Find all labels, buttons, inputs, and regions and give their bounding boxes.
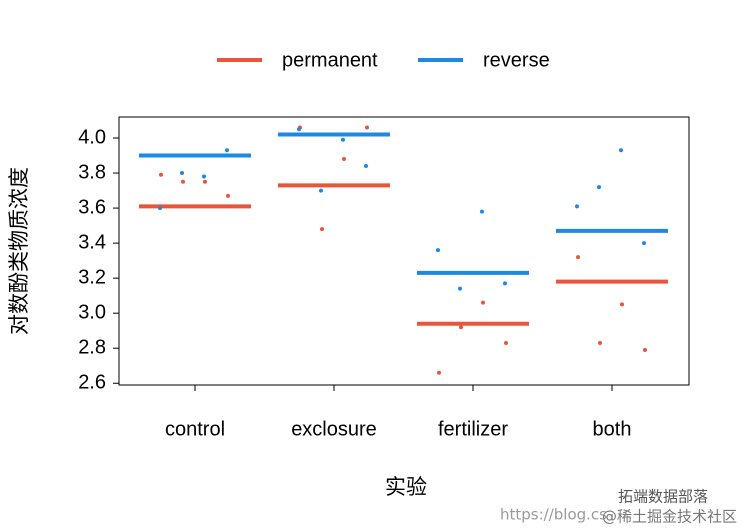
data-point bbox=[620, 302, 624, 307]
y-tick-label: 3.6 bbox=[78, 196, 106, 218]
data-point bbox=[503, 281, 507, 286]
legend-label: permanent bbox=[282, 49, 378, 71]
data-point bbox=[319, 188, 323, 193]
data-point bbox=[180, 171, 184, 176]
y-axis-title: 对数酚类物质浓度 bbox=[7, 167, 31, 335]
x-tick-label: control bbox=[165, 418, 225, 440]
y-tick-label: 3.0 bbox=[78, 301, 106, 323]
y-tick-label: 3.2 bbox=[78, 266, 106, 288]
data-point bbox=[575, 204, 579, 209]
data-point bbox=[226, 193, 230, 198]
data-point bbox=[364, 164, 368, 169]
y-tick-label: 2.8 bbox=[78, 336, 106, 358]
y-tick-label: 3.8 bbox=[78, 161, 106, 183]
data-point bbox=[597, 185, 601, 190]
y-tick-label: 2.6 bbox=[78, 372, 106, 394]
x-tick-label: exclosure bbox=[291, 418, 377, 440]
data-point bbox=[159, 172, 163, 177]
data-point bbox=[642, 241, 646, 246]
data-point bbox=[437, 370, 441, 375]
data-point bbox=[341, 137, 345, 142]
data-point bbox=[436, 248, 440, 253]
data-point bbox=[619, 148, 623, 153]
data-point bbox=[480, 209, 484, 214]
data-point bbox=[203, 179, 207, 184]
x-tick-label: both bbox=[593, 418, 632, 440]
legend-label: reverse bbox=[483, 49, 550, 71]
watermark: 拓端数据部落 bbox=[618, 488, 708, 506]
y-tick-label: 3.4 bbox=[78, 231, 106, 253]
data-point bbox=[459, 325, 463, 330]
data-point bbox=[158, 206, 162, 211]
data-point bbox=[643, 347, 647, 352]
data-point bbox=[202, 174, 206, 179]
data-point bbox=[225, 148, 229, 153]
data-point bbox=[342, 157, 346, 162]
data-point bbox=[297, 127, 301, 132]
data-point bbox=[504, 340, 508, 345]
data-point bbox=[481, 300, 485, 305]
data-point bbox=[365, 125, 369, 130]
watermark: @稀土掘金技术社区 bbox=[602, 508, 737, 526]
data-point bbox=[598, 340, 602, 345]
data-point bbox=[320, 227, 324, 232]
data-point bbox=[458, 286, 462, 291]
x-tick-label: fertilizer bbox=[438, 418, 508, 440]
data-point bbox=[181, 179, 185, 184]
watermark: https://blog.cs bbox=[500, 506, 607, 524]
x-axis-title: 实验 bbox=[385, 475, 427, 499]
data-point bbox=[576, 255, 580, 260]
y-tick-label: 4.0 bbox=[78, 126, 106, 148]
